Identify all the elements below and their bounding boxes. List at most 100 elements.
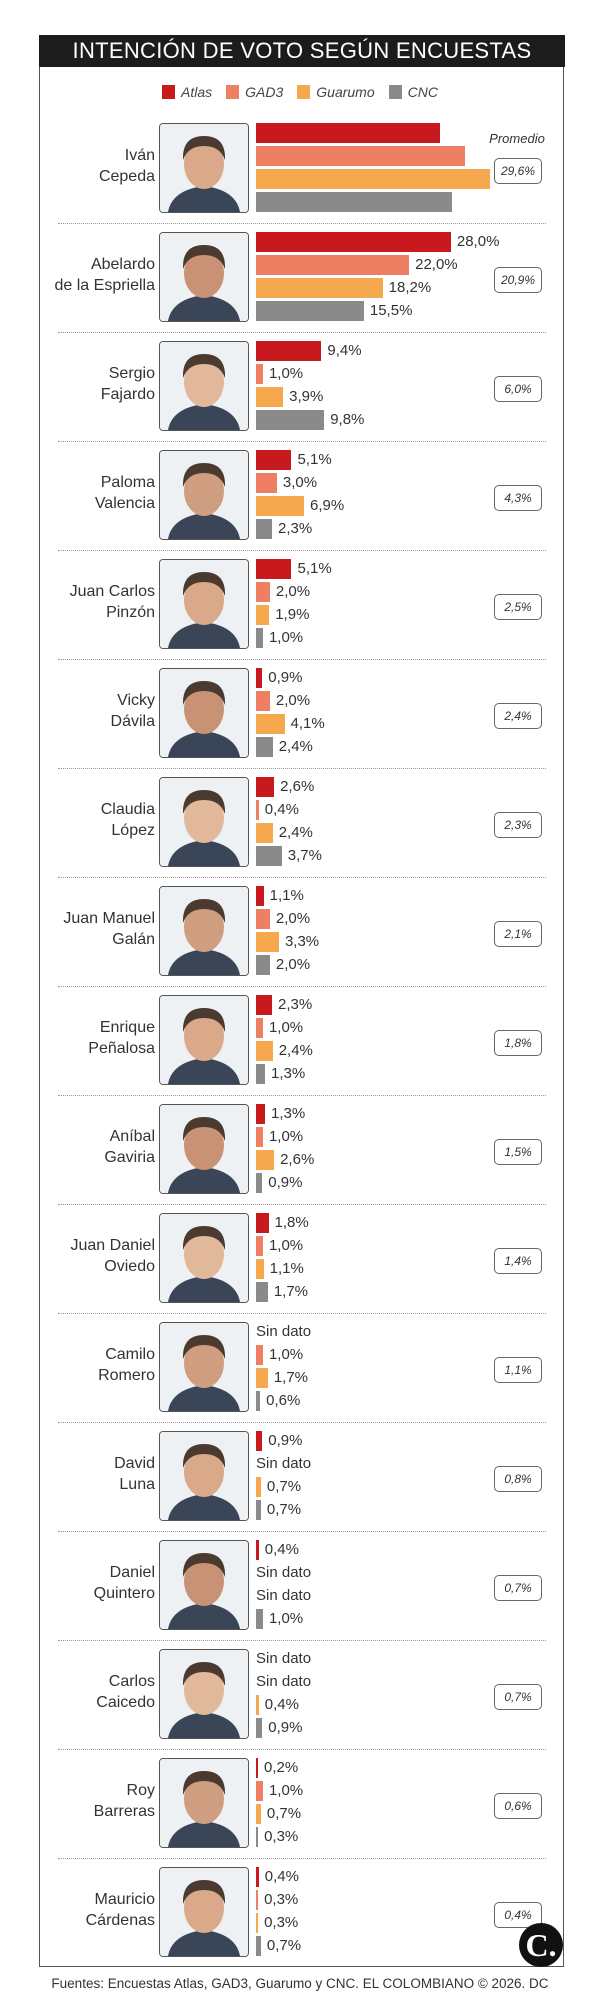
candidate-row: Juan Carlos Pinzón 5,1% 2,0% 1,9% 1,0% 2,5%: [39, 559, 565, 668]
candidate-portrait: [160, 1432, 248, 1520]
row-separator: [58, 986, 546, 987]
legend-swatch: [226, 85, 240, 99]
bar-label-cnc: 0,7%: [266, 1937, 302, 1954]
bar-label-gad3: 2,0%: [275, 692, 311, 709]
bar-label-cnc: 0,3%: [264, 1828, 299, 1845]
candidate-row: Sergio Fajardo 9,4% 1,0% 3,9% 9,8% 6,0%: [39, 341, 565, 450]
bar-gad3: [256, 582, 270, 602]
candidate-photo: [159, 232, 249, 322]
bar-cnc: [256, 1064, 266, 1084]
bar-label-gad3: 1,0%: [268, 365, 304, 382]
candidate-name: Mauricio Cárdenas: [25, 1889, 155, 1931]
bar-cnc: [256, 737, 273, 757]
bar-label-gad3: 1,0%: [268, 1782, 304, 1799]
bar-label-guarumo: 0,4%: [264, 1696, 299, 1713]
el-colombiano-logo: C.: [519, 1923, 563, 1967]
bar-label-cnc: 2,0%: [275, 956, 311, 973]
bar-guarumo: [256, 1150, 275, 1170]
bar-cnc: [256, 301, 364, 321]
row-separator: [58, 1095, 546, 1096]
bar-gad3: [256, 473, 277, 493]
bar-label-cnc: 0,9%: [268, 1174, 303, 1191]
candidate-name-line: de la Espriella: [54, 277, 156, 294]
bar-guarumo: [256, 1477, 261, 1497]
bar-label-guarumo: 1,7%: [273, 1369, 309, 1386]
bar-label-guarumo: 2,4%: [278, 824, 313, 841]
row-separator: [58, 1313, 546, 1314]
candidate-name: Roy Barreras: [25, 1780, 155, 1822]
bar-label-cnc: 9,8%: [330, 411, 365, 428]
average-badge: 0,6%: [494, 1793, 542, 1819]
bar-label-gad3: 2,0%: [275, 910, 311, 927]
bar-cnc: [256, 1391, 261, 1411]
candidate-name-line: Daniel: [109, 1564, 155, 1581]
bar-label-atlas: 0,9%: [268, 669, 303, 686]
bar-atlas: [256, 1540, 259, 1560]
bar-gad3: [256, 1236, 263, 1256]
bar-label-atlas: 0,9%: [268, 1432, 303, 1449]
legend-label: Guarumo: [316, 84, 375, 100]
candidate-name: Paloma Valencia: [25, 472, 155, 514]
candidate-photo: [159, 123, 249, 213]
bar-guarumo: [256, 1259, 264, 1279]
candidate-name-line: Carlos: [108, 1673, 155, 1690]
candidate-photo: [159, 1431, 249, 1521]
bar-label-gad3: Sin dato: [256, 1673, 312, 1690]
average-badge: 0,8%: [494, 1466, 542, 1492]
candidate-name-line: Galán: [112, 931, 155, 948]
candidate-photo: [159, 668, 249, 758]
bar-cnc: [256, 1936, 261, 1956]
row-separator: [58, 1749, 546, 1750]
bar-atlas: [256, 995, 272, 1015]
bar-label-guarumo: 1,1%: [269, 1260, 304, 1277]
candidate-name-line: Gaviria: [104, 1149, 155, 1166]
bar-label-atlas: 0,4%: [264, 1868, 299, 1885]
candidate-name-line: Oviedo: [104, 1258, 155, 1275]
row-separator: [58, 1204, 546, 1205]
bar-atlas: [256, 341, 322, 361]
bar-label-cnc: 1,0%: [268, 629, 304, 646]
bar-label-gad3: 3,0%: [282, 474, 318, 491]
candidate-portrait: [160, 1323, 248, 1411]
legend: Atlas GAD3 Guarumo CNC: [0, 84, 600, 102]
candidate-row: Enrique Peñalosa 2,3% 1,0% 2,4% 1,3% 1,8%: [39, 995, 565, 1104]
bar-gad3: [256, 255, 410, 275]
bar-guarumo: [256, 1804, 261, 1824]
bar-label-atlas: 0,2%: [264, 1759, 299, 1776]
candidate-photo: [159, 1104, 249, 1194]
candidate-portrait: [160, 1650, 248, 1738]
candidate-row: Juan Daniel Oviedo 1,8% 1,0% 1,1% 1,7% 1,4%: [39, 1213, 565, 1322]
bar-cnc: [256, 1282, 268, 1302]
candidate-name-line: Romero: [98, 1367, 155, 1384]
bar-cnc: [256, 955, 270, 975]
candidate-name-line: Enrique: [99, 1019, 155, 1036]
bar-cnc: [256, 1718, 263, 1738]
row-separator: [58, 1531, 546, 1532]
bar-gad3: [256, 1890, 259, 1910]
bar-atlas: [256, 559, 292, 579]
bar-label-gad3: 1,0%: [268, 1237, 304, 1254]
average-badge: 29,6%: [494, 158, 542, 184]
bar-label-cnc: 2,4%: [278, 738, 313, 755]
candidate-name-line: Sergio: [108, 365, 155, 382]
bar-guarumo: [256, 823, 273, 843]
candidate-row: IvánCepeda26,5%30,0%33,6%28,2%Promedio29…: [39, 123, 565, 232]
average-badge: 6,0%: [494, 376, 542, 402]
legend-swatch: [162, 85, 176, 99]
candidate-name-line: Abelardo: [90, 256, 155, 273]
bar-label-guarumo: 18,2%: [388, 279, 432, 296]
average-badge: 0,7%: [494, 1684, 542, 1710]
candidate-name-line: Caicedo: [96, 1694, 155, 1711]
candidate-name: Carlos Caicedo: [25, 1671, 155, 1713]
average-badge: 0,4%: [494, 1902, 542, 1928]
bar-guarumo: [256, 605, 270, 625]
bar-label-cnc: 3,7%: [287, 847, 322, 864]
bar-label-atlas: 1,1%: [269, 887, 304, 904]
bar-cnc: [256, 519, 272, 539]
candidate-name: Vicky Dávila: [25, 690, 155, 732]
candidate-portrait: [160, 778, 248, 866]
candidate-name-line: Paloma: [100, 474, 155, 491]
average-header: Promedio: [489, 131, 545, 146]
bar-label-atlas: 28,0%: [456, 233, 500, 250]
candidate-portrait: [160, 1759, 248, 1847]
